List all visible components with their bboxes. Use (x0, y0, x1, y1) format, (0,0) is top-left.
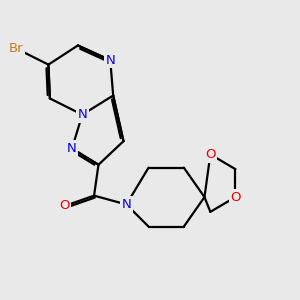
Text: N: N (77, 108, 87, 121)
Text: O: O (59, 200, 70, 212)
Text: O: O (205, 148, 216, 161)
Text: O: O (230, 190, 241, 204)
Text: N: N (122, 198, 131, 211)
Text: N: N (105, 54, 115, 67)
Text: N: N (67, 142, 77, 155)
Text: Br: Br (9, 42, 23, 55)
